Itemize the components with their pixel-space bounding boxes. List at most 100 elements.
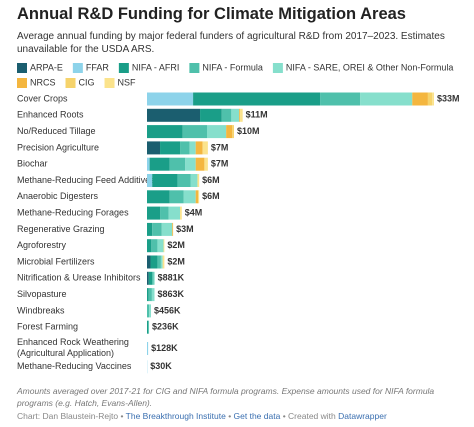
bar-segment [232, 125, 234, 139]
bar-segment [157, 239, 164, 253]
bar-segment [148, 288, 152, 302]
bar-segment [147, 190, 170, 204]
bar-segment [149, 157, 170, 171]
legend-swatch [104, 78, 115, 88]
legend-swatch [72, 63, 83, 73]
total-label: $4M [185, 207, 203, 217]
total-label: $236K [152, 322, 179, 332]
total-label: $30K [150, 361, 172, 371]
category-label: Windbreaks [17, 305, 65, 315]
bar-segment [185, 157, 196, 171]
bar-segment [147, 342, 149, 355]
bar-segment [150, 255, 158, 269]
bar-segment [427, 92, 433, 106]
bar-segment [147, 239, 152, 253]
category-label: Methane-Reducing Forages [17, 207, 129, 217]
bar-segment [190, 174, 198, 187]
bar-segment [226, 125, 233, 139]
bar-segment [231, 108, 240, 122]
legend-swatch [17, 63, 27, 73]
bar-segment [360, 92, 413, 106]
bar-segment [182, 125, 208, 139]
bar-segment [207, 125, 227, 139]
bar-segment [204, 157, 208, 171]
total-label: $7M [211, 142, 229, 152]
bar-segment [180, 206, 182, 220]
bar-segment [195, 190, 199, 204]
category-label: Agroforestry [17, 240, 67, 250]
total-label: $881K [158, 273, 185, 283]
bar-segment [153, 271, 155, 285]
bar-segment [147, 255, 151, 269]
bar-segment [189, 141, 196, 155]
bar-segment [147, 288, 149, 302]
total-label: $6M [202, 191, 220, 201]
total-label: $6M [202, 175, 220, 185]
bar-segment [151, 288, 155, 302]
notes: Amounts averaged over 2017-21 for CIG an… [17, 386, 435, 408]
legend-label: ARPA-E [30, 62, 63, 72]
chart-subtitle: Average annual funding by major federal … [17, 31, 445, 55]
bar-segment [147, 157, 150, 171]
data-link[interactable]: Get the data [233, 411, 281, 421]
legend-swatch [118, 63, 129, 73]
category-label: Microbial Fertilizers [17, 256, 95, 266]
bar-segment [160, 141, 181, 155]
legend-swatch [189, 63, 200, 73]
bar-segment [239, 108, 241, 122]
bar-segment [157, 255, 161, 269]
bar-segment [240, 108, 243, 122]
bar-segment [147, 125, 183, 139]
total-label: $11M [246, 110, 268, 120]
bar-segment [169, 190, 184, 204]
bar-segment [200, 108, 222, 122]
total-label: $128K [151, 343, 178, 353]
bar-segment [163, 239, 165, 253]
bar-segment [147, 271, 149, 285]
bar-segment [221, 108, 232, 122]
legend-label: NIFA - AFRI [132, 62, 180, 72]
bar-segment [160, 206, 169, 220]
bar-segment [149, 304, 151, 318]
total-label: $33M [437, 93, 460, 103]
bar-segment [147, 92, 194, 106]
category-label: Forest Farming [17, 322, 78, 332]
category-label: Precision Agriculture [17, 142, 99, 152]
category-label: Biochar [17, 159, 48, 169]
tool-link[interactable]: Datawrapper [338, 411, 387, 421]
bar-segment [412, 92, 428, 106]
bar-segment [202, 141, 208, 155]
bar-segment [151, 239, 158, 253]
bar-segment [161, 222, 173, 236]
source-link[interactable]: The Breakthrough Institute [125, 411, 226, 421]
bar-segment [147, 304, 150, 318]
created-with: Created with [288, 411, 336, 421]
legend-label: NRCS [30, 77, 56, 87]
bar-segment [177, 174, 191, 187]
bar-segment [197, 174, 200, 187]
bar-segment [147, 222, 153, 236]
category-label: Cover Crops [17, 93, 68, 103]
bar-segment [148, 320, 150, 334]
bar-segment [320, 92, 361, 106]
category-label: Methane-Reducing Feed Additives [17, 175, 155, 185]
bar-segment [147, 108, 201, 122]
bar-segment [147, 174, 153, 187]
bar-segment [180, 141, 190, 155]
bar-segment [169, 157, 186, 171]
total-label: $2M [167, 256, 185, 266]
bar-segment [147, 320, 149, 334]
category-label: Enhanced Roots [17, 110, 84, 120]
category-label: Enhanced Rock Weathering (Agricultural Ap… [17, 337, 129, 358]
legend-swatch [17, 78, 27, 88]
total-label: $456K [154, 305, 181, 315]
legend-swatch [272, 63, 283, 73]
total-label: $3M [176, 224, 194, 234]
category-label: No/Reduced Tillage [17, 126, 96, 136]
chart-title: Annual R&D Funding for Climate Mitigatio… [17, 5, 406, 23]
bar-segment [172, 222, 174, 236]
legend-label: FFAR [86, 62, 110, 72]
category-label: Regenerative Grazing [17, 224, 105, 234]
bar-segment [160, 255, 163, 269]
category-label: Silvopasture [17, 289, 67, 299]
